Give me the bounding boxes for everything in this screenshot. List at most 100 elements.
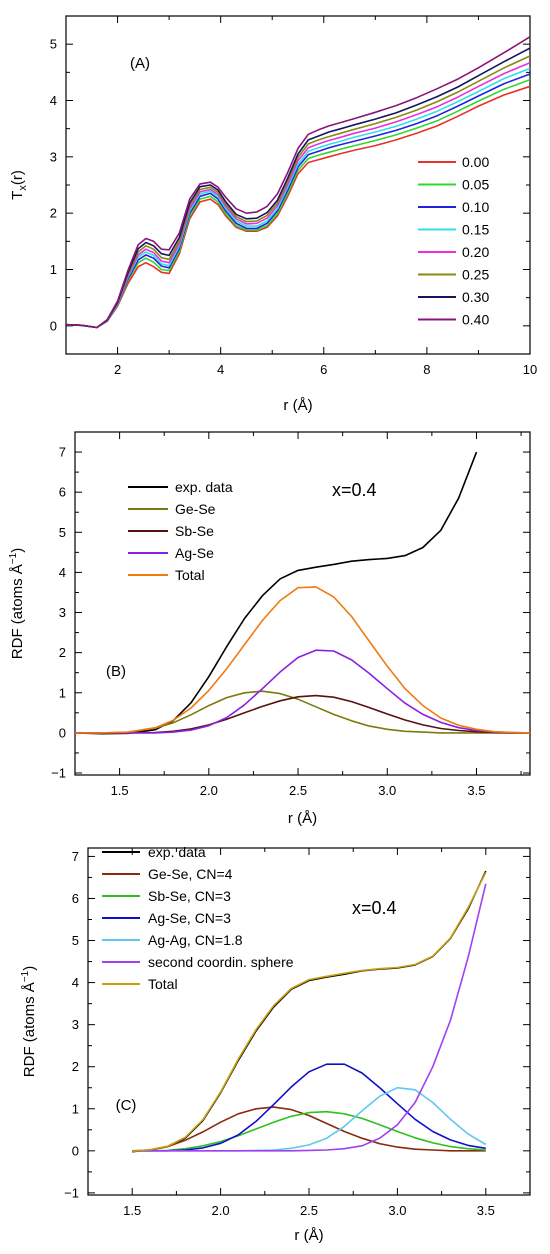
y-axis-label-suffix: (r)	[9, 170, 26, 185]
legend-label: exp. data	[175, 479, 233, 495]
series-lines	[132, 870, 487, 1153]
y-tick-label: 2	[72, 1059, 79, 1074]
legend-label: 0.20	[462, 244, 489, 260]
panel-label: (A)	[130, 55, 150, 72]
series-line-0-20	[66, 62, 530, 329]
y-axis-label-sup: −1	[20, 970, 31, 982]
y-axis-label-suffix: )	[9, 548, 26, 553]
series-line-ag-se	[75, 649, 530, 734]
x-tick-label: 3.0	[388, 1203, 406, 1218]
y-tick-label: −1	[51, 765, 66, 780]
y-tick-label: 4	[50, 93, 57, 108]
y-tick-label: 3	[59, 605, 66, 620]
panel-label: (C)	[116, 1097, 137, 1114]
legend-label: Ag-Ag, CN=1.8	[148, 932, 243, 948]
series-line-total	[75, 586, 530, 734]
series-line-sb-se-cn-3	[132, 1110, 486, 1152]
y-tick-label: 1	[72, 1101, 79, 1116]
legend: exp. data Ge-Se Sb-Se Ag-Se Total	[128, 479, 233, 583]
y-axis-label-sup: −1	[8, 552, 19, 564]
y-tick-label: 4	[72, 975, 79, 990]
legend-label: Ag-Se, CN=3	[148, 910, 231, 926]
annotation: x=0.4	[352, 898, 397, 918]
legend-label: 0.40	[462, 312, 489, 328]
y-tick-label: 0	[59, 725, 66, 740]
series-line-0-05	[66, 78, 530, 329]
legend-label: Total	[148, 976, 178, 992]
x-tick-label: 1.5	[123, 1203, 141, 1218]
y-tick-label: 3	[50, 149, 57, 164]
x-tick-label: 2.0	[212, 1203, 230, 1218]
series-line-ag-ag-cn-1-8	[132, 1086, 487, 1152]
y-tick-label: 4	[59, 565, 66, 580]
panel-label: (B)	[106, 663, 126, 680]
series-line-0-25	[66, 55, 530, 329]
legend: exp. data Ge-Se, CN=4 Sb-Se, CN=3 Ag-Se, CN…	[102, 844, 294, 992]
chart-panel-c: 1.5 2.0 2.5 3.0 3.5 −1 0 1 2 3 4 5 6 7 r (Å) RDF (atoms…	[20, 844, 531, 1244]
annotation: x=0.4	[332, 480, 377, 500]
series-line-0-00	[66, 85, 530, 329]
y-tick-label: 5	[72, 933, 79, 948]
series-line-ge-se	[75, 690, 530, 734]
x-tick-label: 4	[217, 362, 224, 377]
x-tick-label: 2	[114, 362, 121, 377]
legend-label: 0.25	[462, 267, 489, 283]
y-axis-label: Tx(r)	[9, 170, 29, 200]
series-line-0-10	[66, 73, 530, 329]
series-line-0-15	[66, 67, 530, 329]
y-axis-label-sub: x	[17, 185, 29, 191]
y-axis-label-main: RDF (atoms Å	[21, 982, 38, 1077]
x-tick-label: 2.5	[289, 783, 307, 798]
series-line-exp-data	[75, 451, 478, 735]
series-lines	[75, 451, 530, 735]
legend-label: Ge-Se	[175, 501, 216, 517]
y-tick-label: 0	[72, 1143, 79, 1158]
legend-label: second coordin. sphere	[148, 954, 294, 970]
y-tick-label: 6	[59, 485, 66, 500]
series-line-total	[132, 872, 487, 1153]
y-tick-label: 0	[50, 318, 57, 333]
y-tick-label: 1	[50, 262, 57, 277]
y-tick-label: 7	[59, 445, 66, 460]
y-tick-label: 2	[59, 645, 66, 660]
series-line-second-coordin-sphere	[132, 883, 487, 1152]
legend-label: 0.00	[462, 154, 489, 170]
legend-label: Sb-Se	[175, 523, 214, 539]
x-tick-label: 6	[320, 362, 327, 377]
legend-label: Sb-Se, CN=3	[148, 888, 231, 904]
x-axis-label: r (Å)	[288, 810, 317, 827]
y-tick-label: 5	[50, 37, 57, 52]
x-tick-label: 2.0	[200, 783, 218, 798]
plot-frame	[74, 431, 531, 776]
legend-label: exp. data	[148, 844, 206, 860]
y-tick-label: 6	[72, 891, 79, 906]
x-tick-label: 3.5	[467, 783, 485, 798]
legend-label: Ge-Se, CN=4	[148, 866, 233, 882]
y-tick-label: 5	[59, 525, 66, 540]
legend-label: Total	[175, 567, 205, 583]
x-tick-label: 2.5	[300, 1203, 318, 1218]
y-axis-label-main: RDF (atoms Å	[9, 564, 26, 659]
y-tick-label: 7	[72, 849, 79, 864]
y-tick-label: −1	[64, 1185, 79, 1200]
x-tick-label: 10	[523, 362, 537, 377]
x-tick-label: 3.5	[477, 1203, 495, 1218]
y-axis-label-suffix: )	[21, 966, 38, 971]
series-line-0-30	[66, 47, 530, 329]
y-tick-label: 2	[50, 206, 57, 221]
x-tick-label: 3.0	[378, 783, 396, 798]
chart-panel-b: 1.5 2.0 2.5 3.0 3.5 −1 0 1 2 3 4 5 6 7 r (Å) RDF (atoms…	[8, 431, 531, 827]
legend-label: 0.10	[462, 199, 489, 215]
y-axis-label: RDF (atoms Å−1)	[8, 548, 26, 659]
series-line-ag-se-cn-3	[132, 1063, 486, 1152]
series-lines	[66, 36, 530, 329]
x-axis-label: r (Å)	[283, 397, 312, 414]
legend-label: 0.30	[462, 289, 489, 305]
y-tick-label: 1	[59, 685, 66, 700]
x-tick-label: 8	[423, 362, 430, 377]
y-axis-label: RDF (atoms Å−1)	[20, 966, 38, 1077]
x-tick-label: 1.5	[111, 783, 129, 798]
series-line-ge-se-cn-4	[132, 1106, 486, 1152]
